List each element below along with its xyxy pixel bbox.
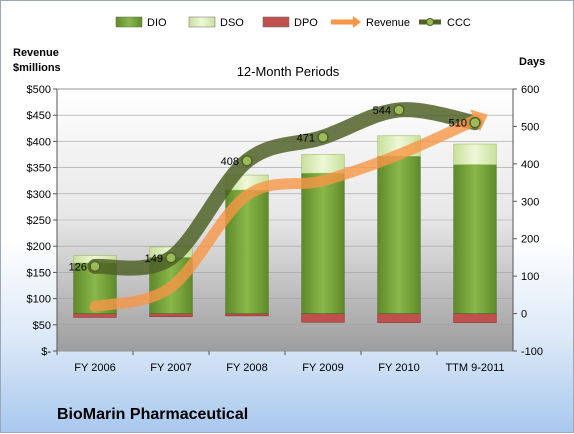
dio-bar (301, 172, 345, 314)
x-tick-label: FY 2008 (226, 362, 267, 374)
ccc-marker (317, 131, 329, 144)
legend-label: DIO (147, 17, 167, 29)
left-tick-label: $400 (27, 136, 51, 148)
right-axis-title: Days (519, 56, 545, 68)
x-tick-label: FY 2007 (150, 362, 191, 374)
legend-dso-swatch (188, 16, 216, 28)
legend-ccc-marker (426, 18, 434, 26)
left-tick-label: $350 (27, 163, 51, 175)
legend-label: Revenue (366, 17, 410, 29)
chart-title: 12-Month Periods (237, 64, 340, 79)
right-tick-label: 0 (521, 309, 527, 321)
left-tick-label: $250 (27, 215, 51, 227)
left-axis-title-unit: $millions (13, 62, 61, 74)
ccc-marker (89, 260, 101, 273)
right-tick-label: 300 (521, 196, 539, 208)
dpo-bar (149, 313, 193, 317)
left-tick-label: $200 (27, 241, 51, 253)
x-tick-label: FY 2010 (378, 362, 419, 374)
legend-dio-swatch (115, 16, 143, 28)
right-tick-label: 100 (521, 271, 539, 283)
right-tick-label: 500 (521, 121, 539, 133)
left-tick-label: $300 (27, 189, 51, 201)
left-tick-label: $150 (27, 267, 51, 279)
left-tick-label: $100 (27, 294, 51, 306)
revenue-line (89, 114, 481, 312)
dio-bar (453, 164, 497, 314)
ccc-data-label: 149 (145, 253, 163, 265)
dpo-bar (225, 313, 269, 317)
ccc-data-label: 408 (221, 156, 239, 168)
dso-bar (453, 143, 497, 165)
x-tick-label: TTM 9-2011 (445, 362, 504, 374)
dso-bar (301, 154, 345, 174)
dpo-bar (453, 313, 497, 323)
legend-label: DPO (294, 17, 318, 29)
right-tick-label: 600 (521, 84, 539, 96)
dpo-bar (301, 313, 345, 323)
x-tick-label: FY 2006 (74, 362, 115, 374)
x-tick-label: FY 2009 (302, 362, 343, 374)
ccc-marker (469, 116, 481, 129)
legend-label: DSO (220, 17, 244, 29)
right-tick-label: -100 (521, 346, 543, 358)
legend-label: CCC (447, 17, 471, 29)
left-axis-title: Revenue (13, 47, 59, 59)
dio-bar (377, 156, 421, 314)
company-name: BioMarin Pharmaceutical (57, 406, 249, 423)
ccc-data-label: 471 (297, 132, 315, 144)
ccc-data-label: 544 (373, 105, 391, 117)
right-tick-label: 400 (521, 159, 539, 171)
left-tick-label: $450 (27, 110, 51, 122)
right-tick-label: 200 (521, 234, 539, 246)
ccc-marker (241, 155, 253, 167)
left-tick-label: $- (41, 346, 51, 358)
dpo-bar (73, 313, 117, 318)
ccc-data-label: 126 (69, 261, 87, 273)
left-tick-label: $500 (27, 84, 51, 96)
legend-revenue-arrow (353, 16, 361, 28)
ccc-marker (165, 252, 177, 264)
ccc-data-label: 510 (449, 118, 467, 130)
ccc-marker (393, 104, 405, 116)
left-tick-label: $50 (33, 320, 51, 332)
legend-dpo-swatch (262, 16, 290, 28)
dpo-bar (377, 313, 421, 323)
